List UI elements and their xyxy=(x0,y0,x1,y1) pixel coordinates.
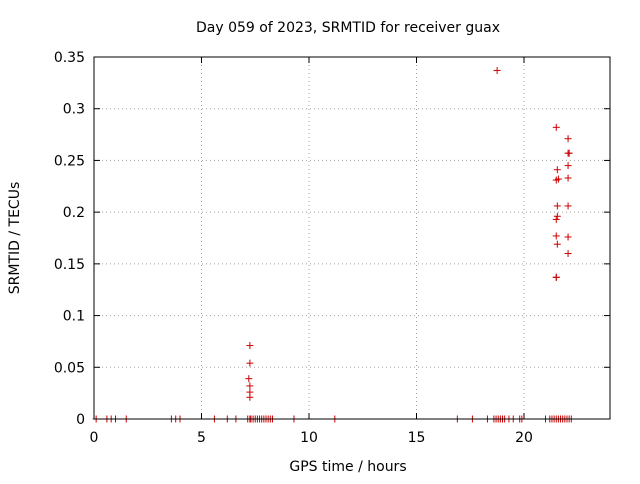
data-point xyxy=(493,66,501,74)
data-point xyxy=(564,162,572,170)
data-point xyxy=(553,166,561,174)
data-point xyxy=(246,359,254,367)
tick-layer: 0 0.05 0.1 0.15 0.2 0.25 0.3 0.35 0 5 10 15 20 xyxy=(54,50,610,446)
x-axis-label: GPS time / hours xyxy=(289,459,406,475)
data-point xyxy=(552,232,560,240)
x-tick-label: 5 xyxy=(197,430,206,446)
y-tick-label: 0.05 xyxy=(54,360,85,376)
data-point xyxy=(245,375,253,383)
data-point xyxy=(553,202,561,210)
x-tick-label: 20 xyxy=(515,430,533,446)
data-point xyxy=(246,393,254,401)
data-point xyxy=(246,382,254,390)
data-point xyxy=(552,215,560,223)
data-point xyxy=(552,123,560,131)
data-point xyxy=(246,342,254,350)
x-tick-label: 10 xyxy=(300,430,318,446)
y-tick-label: 0 xyxy=(76,412,85,428)
point-layer xyxy=(92,66,575,423)
x-tick-label: 15 xyxy=(408,430,426,446)
data-point xyxy=(553,212,561,220)
chart-title: Day 059 of 2023, SRMTID for receiver gua… xyxy=(196,20,500,36)
data-point xyxy=(564,250,572,258)
y-axis-label: SRMTID / TECUs xyxy=(7,182,23,295)
y-tick-label: 0.15 xyxy=(54,257,85,273)
y-tick-label: 0.1 xyxy=(63,309,85,325)
data-point xyxy=(564,135,572,143)
y-tick-label: 0.35 xyxy=(54,50,85,66)
y-tick-label: 0.3 xyxy=(63,102,85,118)
plot-frame xyxy=(93,56,611,420)
grid-layer xyxy=(94,57,610,419)
data-point xyxy=(564,174,572,182)
data-point xyxy=(552,273,560,281)
data-point xyxy=(564,233,572,241)
data-point xyxy=(553,240,561,248)
y-tick-label: 0.2 xyxy=(63,205,85,221)
y-tick-label: 0.25 xyxy=(54,153,85,169)
x-tick-label: 0 xyxy=(90,430,99,446)
data-point xyxy=(564,149,572,157)
data-point xyxy=(552,176,560,184)
data-point xyxy=(564,202,572,210)
